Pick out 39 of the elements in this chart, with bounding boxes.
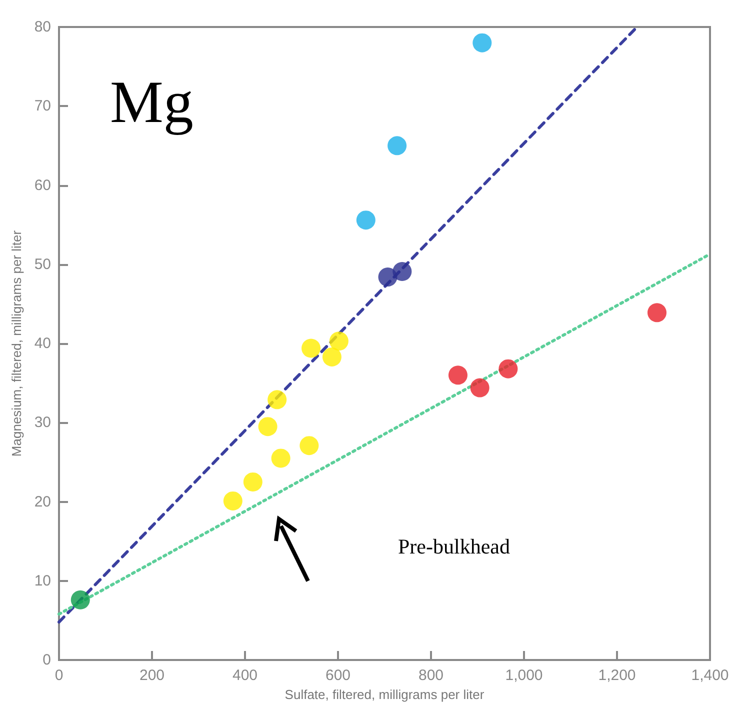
y-tick-label: 60 [34, 176, 51, 194]
point [300, 436, 319, 456]
x-tick-label: 800 [418, 667, 444, 684]
point [322, 347, 342, 366]
point [356, 210, 376, 230]
x-tick-label: 1,000 [505, 667, 543, 684]
point [258, 417, 278, 436]
x-tick-label: 1,200 [598, 667, 636, 684]
point [392, 262, 412, 281]
x-tick-label: 200 [139, 667, 165, 684]
point [223, 491, 242, 510]
point [302, 338, 321, 358]
y-tick-label: 80 [34, 18, 51, 36]
y-axis-title: Magnesium, filtered, milligrams per liter [9, 230, 24, 457]
point [268, 390, 287, 410]
point [243, 472, 262, 492]
y-tick-label: 10 [34, 572, 51, 590]
point [448, 366, 468, 385]
point [498, 359, 518, 378]
point [470, 378, 490, 398]
y-tick-label: 70 [34, 98, 51, 115]
point [70, 590, 90, 610]
annotation: Pre-bulkhead [398, 534, 510, 558]
point [648, 303, 666, 322]
x-tick-label: 1,400 [691, 667, 729, 684]
point [271, 448, 290, 468]
y-tick-label: 50 [34, 256, 51, 273]
point [329, 332, 348, 351]
x-axis-title: Sulfate, filtered, milligrams per liter [284, 686, 485, 702]
y-tick-label: 20 [34, 493, 51, 510]
y-tick-label: 0 [42, 652, 51, 668]
point [388, 136, 407, 156]
y-tick-label: 40 [34, 335, 51, 352]
x-tick-label: 0 [54, 667, 64, 684]
x-tick-label: 600 [325, 667, 351, 684]
x-tick-label: 400 [232, 667, 258, 684]
annotation: Mg [110, 69, 194, 135]
y-tick-label: 30 [34, 414, 51, 432]
point [472, 33, 492, 52]
